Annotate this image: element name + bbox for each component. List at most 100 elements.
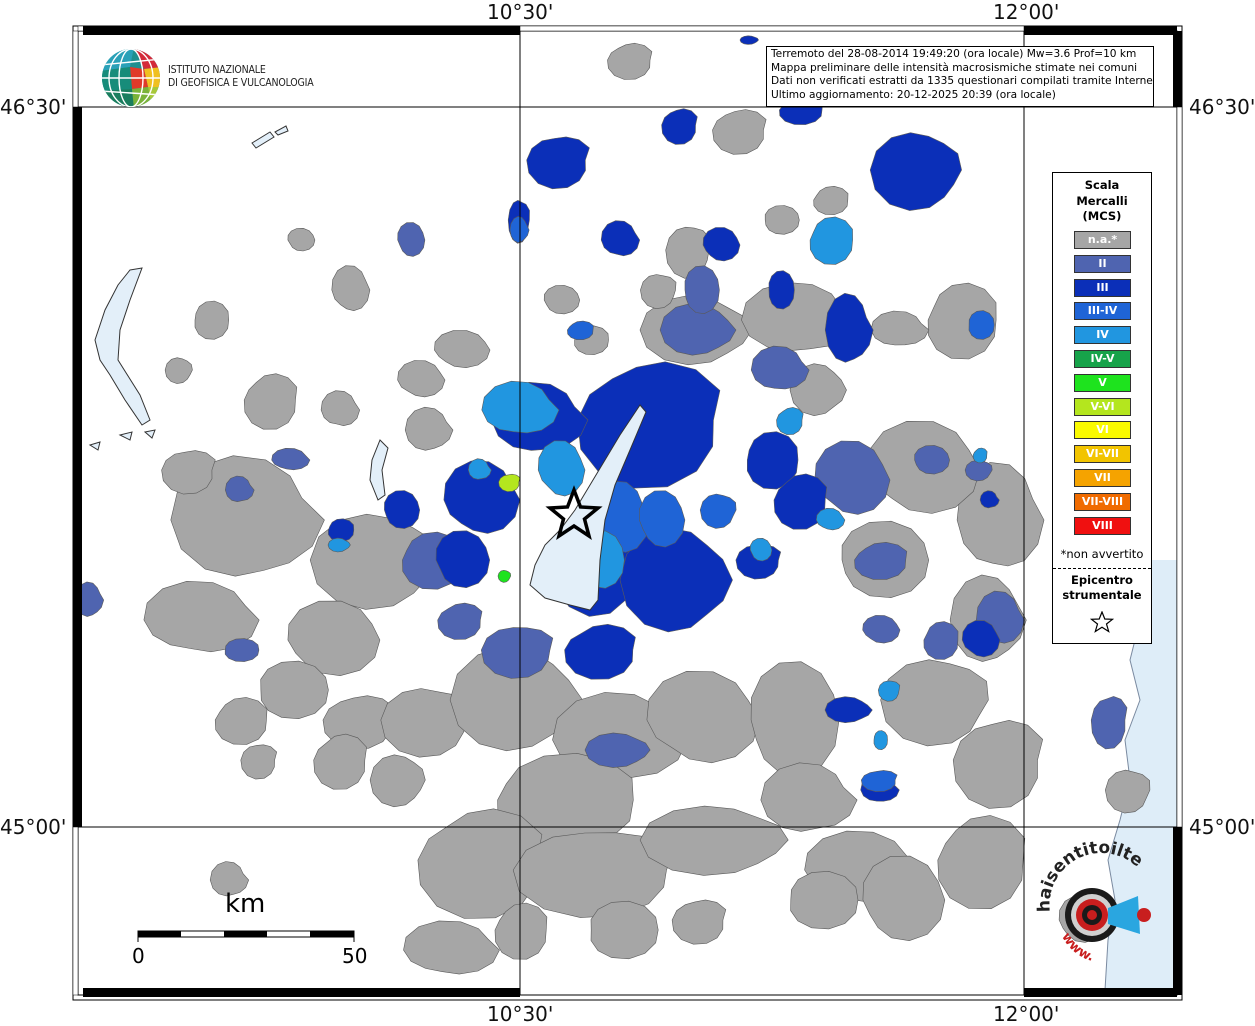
- municipality-region: [638, 490, 686, 548]
- municipality-region: [776, 407, 804, 435]
- municipality-region: [403, 920, 500, 975]
- star-icon: [1090, 611, 1114, 633]
- legend-item: VII: [1074, 468, 1131, 487]
- ingv-name-line2: DI GEOFISICA E VULCANOLOGIA: [168, 77, 314, 89]
- municipality-region: [750, 345, 810, 390]
- municipality-region: [526, 136, 590, 190]
- info-line-description: Mappa preliminare delle intensità macros…: [771, 61, 1138, 74]
- municipality-region: [164, 357, 193, 384]
- scale-start-label: 0: [132, 944, 145, 968]
- municipality-region: [369, 754, 426, 808]
- municipality-region: [927, 282, 997, 360]
- legend-item: VII-VIII: [1074, 492, 1131, 511]
- municipality-region: [161, 450, 216, 495]
- municipality-region: [764, 205, 800, 235]
- municipality-region: [880, 659, 989, 747]
- info-line-data-source: Dati non verificati estratti da 1335 que…: [771, 75, 1154, 88]
- municipality-region: [170, 455, 325, 577]
- right-lat-label-2: 45°00': [1189, 815, 1255, 839]
- municipality-region: [956, 462, 1045, 567]
- municipality-region: [937, 815, 1026, 910]
- municipality-region: [961, 620, 1001, 658]
- municipality-region: [923, 621, 959, 660]
- scale-unit-label: km: [225, 889, 266, 919]
- municipality-regions: [74, 35, 1151, 975]
- lake-como: [94, 267, 151, 426]
- municipality-region: [877, 680, 901, 702]
- municipality-region: [699, 493, 737, 529]
- municipality-region: [712, 109, 767, 155]
- scale-end-label: 50: [342, 944, 368, 968]
- legend-item: IV: [1074, 326, 1131, 345]
- municipality-region: [809, 216, 853, 265]
- municipality-region: [773, 473, 828, 530]
- top-lon-label-2: 12°00': [993, 0, 1060, 24]
- legend-items: n.a.* II III III-IV IV IV-V V V-VI VI VI-VII VII VI…: [1074, 231, 1131, 540]
- municipality-region: [434, 330, 491, 369]
- municipality-region: [659, 302, 737, 356]
- haisentito-logo: haisentitoilterremoto.it www.: [1030, 840, 1151, 965]
- municipality-region: [243, 373, 298, 430]
- municipality-region: [260, 660, 329, 720]
- municipality-region: [640, 274, 677, 310]
- municipality-region: [567, 320, 594, 340]
- lake-iseo: [369, 439, 389, 501]
- municipality-region: [600, 220, 641, 257]
- ingv-name: ISTITUTO NAZIONALE DI GEOFISICA E VULCAN…: [168, 64, 314, 90]
- municipality-region: [813, 185, 849, 215]
- municipality-region: [328, 518, 355, 543]
- municipality-region: [815, 507, 846, 531]
- municipality-region: [964, 459, 993, 482]
- target-megaphone-icon: [1065, 888, 1151, 942]
- top-lon-label-1: 10°30': [487, 0, 554, 24]
- municipality-region: [437, 602, 483, 640]
- municipality-region: [564, 623, 636, 680]
- municipality-region: [320, 390, 361, 427]
- municipality-region: [271, 447, 311, 471]
- municipality-region: [543, 285, 581, 315]
- mcs-legend: Scala Mercalli (MCS) n.a.* II III III-IV IV I…: [1052, 172, 1152, 644]
- municipality-region: [684, 265, 720, 315]
- municipality-region: [313, 733, 367, 790]
- legend-item: n.a.*: [1074, 231, 1131, 249]
- municipality-region: [1090, 696, 1128, 750]
- municipality-region: [404, 406, 454, 451]
- municipality-region: [619, 527, 733, 633]
- municipality-region: [384, 490, 421, 529]
- municipality-region: [862, 855, 946, 942]
- graticule: [78, 31, 1177, 995]
- legend-item: VI: [1074, 421, 1131, 440]
- ingv-name-line1: ISTITUTO NAZIONALE: [168, 64, 266, 76]
- scale-bar: [137, 930, 355, 942]
- legend-item: III: [1074, 278, 1131, 297]
- municipality-region: [768, 270, 795, 310]
- bottom-lon-label-1: 10°30': [487, 1002, 554, 1026]
- bottom-lon-label-2: 12°00': [993, 1002, 1060, 1026]
- legend-item: II: [1074, 254, 1131, 273]
- municipality-region: [240, 744, 278, 780]
- municipality-region: [860, 770, 898, 792]
- legend-item: III-IV: [1074, 302, 1131, 321]
- municipality-region: [287, 600, 381, 677]
- municipality-region: [584, 732, 651, 768]
- municipality-region: [639, 805, 789, 876]
- municipality-region: [661, 108, 698, 145]
- municipality-region: [209, 861, 250, 897]
- legend-item: IV-V: [1074, 349, 1131, 368]
- municipality-region: [327, 537, 351, 553]
- municipality-region: [968, 310, 995, 340]
- municipality-region: [824, 292, 874, 363]
- map-frame: [72, 25, 1183, 1001]
- municipality-region: [979, 490, 1000, 509]
- municipality-region: [646, 670, 761, 764]
- municipality-region: [498, 473, 521, 492]
- municipality-region: [494, 902, 548, 960]
- municipality-region: [914, 445, 950, 475]
- epicenter-star: [545, 485, 603, 541]
- municipality-region: [590, 900, 659, 960]
- municipality-region: [869, 132, 962, 211]
- municipality-region: [194, 300, 230, 340]
- earthquake-info-box: Terremoto del 28-08-2014 19:49:20 (ora l…: [766, 46, 1154, 107]
- municipality-region: [287, 227, 316, 252]
